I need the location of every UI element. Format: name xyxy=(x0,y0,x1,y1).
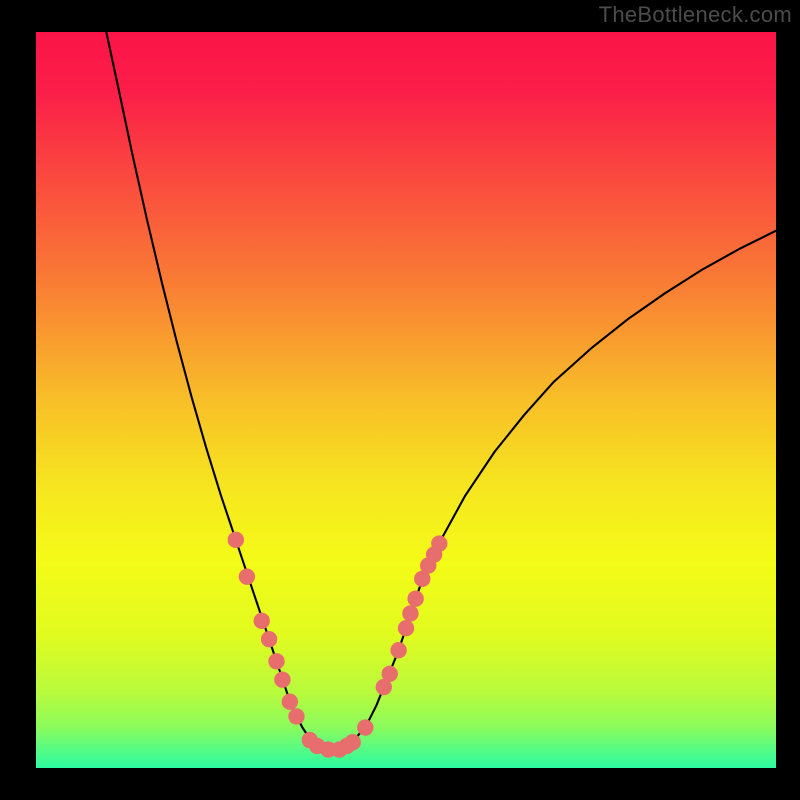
watermark-text: TheBottleneck.com xyxy=(599,2,792,28)
curve-marker xyxy=(357,719,373,735)
curve-marker xyxy=(407,591,423,607)
plot-background xyxy=(36,32,776,768)
curve-marker xyxy=(282,694,298,710)
curve-marker xyxy=(382,666,398,682)
curve-marker xyxy=(398,620,414,636)
chart-svg xyxy=(0,0,800,800)
curve-marker xyxy=(228,532,244,548)
curve-marker xyxy=(431,535,447,551)
curve-marker xyxy=(345,734,361,750)
curve-marker xyxy=(261,631,277,647)
curve-marker xyxy=(288,708,304,724)
curve-marker xyxy=(402,605,418,621)
curve-marker xyxy=(390,642,406,658)
curve-marker xyxy=(239,568,255,584)
chart-stage: TheBottleneck.com xyxy=(0,0,800,800)
curve-marker xyxy=(274,671,290,687)
curve-marker xyxy=(254,613,270,629)
curve-marker xyxy=(268,653,284,669)
